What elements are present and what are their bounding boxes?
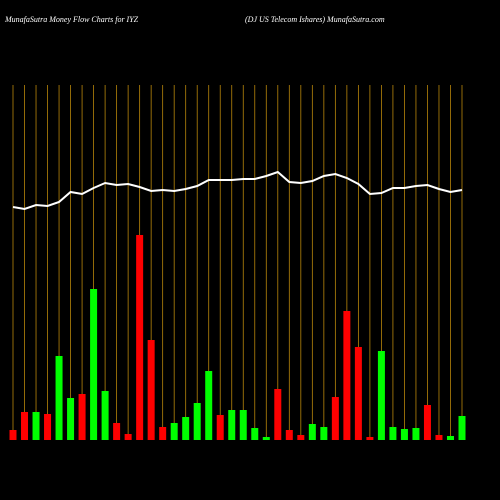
bar [435,435,443,440]
bar [400,429,408,440]
bar [113,423,121,440]
bar [366,437,374,440]
bar [262,437,270,440]
bar [320,427,328,440]
bar [159,427,167,440]
bar [377,351,385,440]
bar [147,340,155,440]
bar [331,397,339,440]
bar [228,410,236,440]
bar [67,398,75,440]
bar [343,311,351,440]
bar [205,371,213,440]
bar [285,430,293,440]
bar [44,414,52,440]
bar [354,347,362,440]
bar [251,428,259,440]
bar [55,356,63,440]
chart-title: MunafaSutra Money Flow Charts for IYZ [4,15,139,24]
bar [182,417,190,440]
bar [423,405,431,440]
money-flow-line [12,170,463,211]
bar [124,434,132,440]
bar [170,423,178,440]
bar [21,412,29,440]
bar [78,394,86,440]
bar [274,389,282,440]
bar [239,410,247,440]
bar [446,436,454,440]
bar [412,428,420,440]
bar [193,403,201,440]
bar [308,424,316,440]
bar [389,427,397,440]
bar [136,235,144,440]
bar [458,416,466,440]
bar [101,391,109,440]
bar [32,412,40,440]
chart-subtitle: (DJ US Telecom Ishares) MunafaSutra.com [245,15,385,24]
bar [216,415,224,440]
bar [297,435,305,440]
bar [90,289,98,440]
bar [9,430,17,440]
